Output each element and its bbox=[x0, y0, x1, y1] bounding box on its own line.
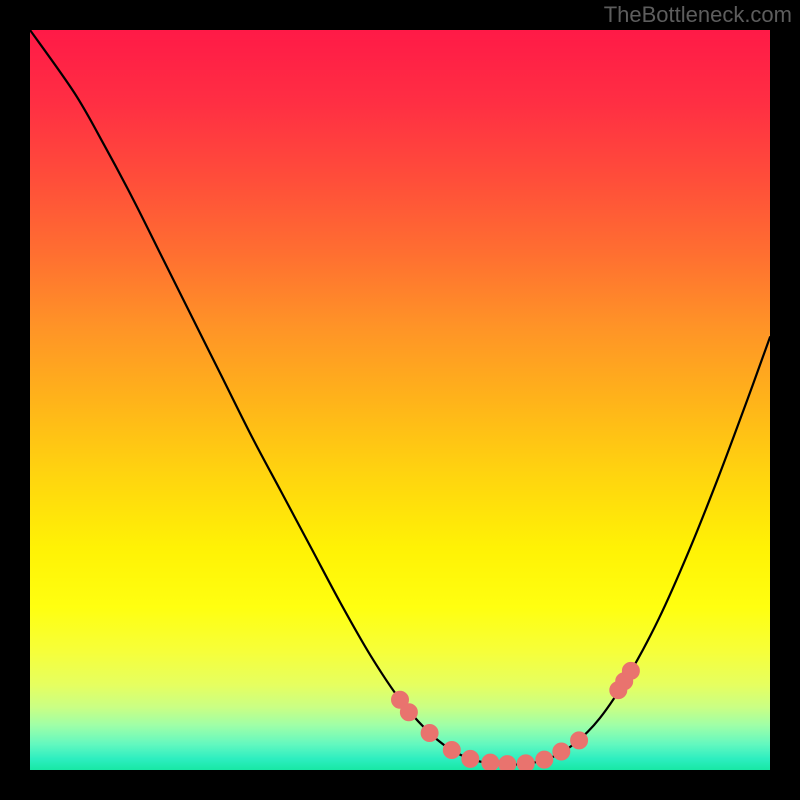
bottleneck-curve bbox=[30, 30, 770, 765]
data-marker bbox=[517, 755, 534, 770]
data-marker bbox=[571, 732, 588, 749]
chart-svg bbox=[30, 30, 770, 770]
data-marker bbox=[400, 704, 417, 721]
data-marker bbox=[499, 756, 516, 770]
data-marker bbox=[421, 725, 438, 742]
data-marker bbox=[536, 751, 553, 768]
data-marker bbox=[462, 750, 479, 767]
data-marker bbox=[553, 743, 570, 760]
data-marker bbox=[443, 742, 460, 759]
data-marker bbox=[482, 754, 499, 770]
plot-area bbox=[30, 30, 770, 770]
data-marker bbox=[622, 662, 639, 679]
chart-root: TheBottleneck.com bbox=[0, 0, 800, 800]
